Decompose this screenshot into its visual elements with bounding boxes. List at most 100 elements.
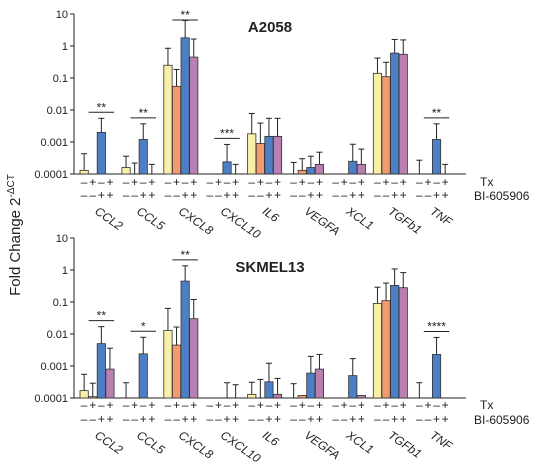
- tx-sign: +: [232, 398, 239, 412]
- category-label-il6: IL6: [260, 204, 282, 225]
- y-axis-label: Fold Change 2-ΔCT: [6, 174, 24, 296]
- y-axis-label-superscript: -ΔCT: [6, 174, 17, 197]
- bi-sign: +: [391, 188, 398, 202]
- bi-sign: +: [442, 412, 449, 426]
- bi-sign: –: [248, 412, 255, 426]
- category-label-xcl1: XCL1: [343, 427, 376, 456]
- bar-tgfb1-2: [390, 52, 400, 175]
- tx-sign: –: [374, 175, 381, 189]
- tx-sign: +: [383, 398, 390, 412]
- tx-sign: –: [182, 175, 189, 189]
- bar-cxcl8-0: [163, 64, 173, 175]
- bar-tgfb1-2: [390, 285, 400, 399]
- bar-vegfa-3: [314, 368, 324, 399]
- bar-ccl2-0: [79, 390, 89, 399]
- bi-sign: +: [232, 188, 239, 202]
- y-tick-label: 0.1: [53, 73, 68, 85]
- y-tick-label: 0.1: [53, 297, 68, 309]
- bar-il6-3: [272, 135, 283, 175]
- bi-sign: +: [442, 188, 449, 202]
- significance-label: **: [432, 106, 442, 120]
- significance-label: ***: [220, 126, 234, 140]
- bi-sign: +: [140, 412, 147, 426]
- bar-tgfb1-3: [398, 53, 408, 175]
- bar-cxcl8-0: [163, 329, 173, 399]
- bi-sign: +: [358, 188, 365, 202]
- bi-sign: +: [358, 412, 365, 426]
- bi-sign: –: [257, 188, 264, 202]
- tx-sign: +: [383, 175, 390, 189]
- tx-sign: –: [98, 398, 105, 412]
- bar-ccl5-2: [138, 139, 148, 175]
- tx-sign: –: [182, 398, 189, 412]
- tx-sign: –: [224, 175, 231, 189]
- bi-sign: +: [224, 412, 231, 426]
- tx-sign: +: [148, 175, 155, 189]
- tx-sign: –: [290, 175, 297, 189]
- tx-sign: –: [207, 398, 214, 412]
- tx-sign: –: [433, 398, 440, 412]
- category-label-cxcl8: CXCL8: [176, 428, 216, 462]
- bi-sign: –: [131, 188, 138, 202]
- bi-sign: –: [173, 412, 180, 426]
- tx-sign: –: [123, 175, 130, 189]
- significance-label: **: [97, 309, 107, 323]
- bi-sign: –: [81, 188, 88, 202]
- tx-sign: –: [374, 398, 381, 412]
- bar-cxcl8-1: [171, 344, 182, 399]
- bi-sign: +: [106, 188, 113, 202]
- bar-vegfa-2: [306, 167, 316, 175]
- bar-cxcl8-3: [189, 318, 199, 399]
- tx-sign: +: [341, 175, 348, 189]
- tx-sign: +: [173, 398, 180, 412]
- tx-sign: –: [224, 398, 231, 412]
- bi-sign: +: [400, 188, 407, 202]
- bar-vegfa-1: [297, 169, 307, 175]
- bi-sign: +: [274, 188, 281, 202]
- significance-label: **: [139, 106, 149, 120]
- significance-label: **: [180, 248, 190, 262]
- bi-sign: –: [416, 412, 423, 426]
- tx-sign: –: [332, 398, 339, 412]
- tx-sign: +: [148, 398, 155, 412]
- category-label-cxcl10: CXCL10: [218, 428, 263, 466]
- bi-sign: +: [316, 412, 323, 426]
- tx-sign: +: [89, 175, 96, 189]
- bar-ccl2-3: [105, 368, 115, 399]
- y-tick-label: 1: [62, 265, 68, 277]
- y-tick-label: 0.0001: [34, 393, 68, 405]
- tx-sign: –: [308, 175, 315, 189]
- bi-sign: –: [207, 412, 214, 426]
- significance-label: *: [141, 319, 146, 333]
- bi-sign: –: [215, 188, 222, 202]
- y-axis-label-main: Fold Change 2: [7, 197, 24, 295]
- tx-sign: +: [400, 398, 407, 412]
- significance-label: **: [97, 100, 107, 114]
- bi-sign: +: [148, 412, 155, 426]
- bar-tgfb1-1: [381, 76, 391, 175]
- bar-tnf-2: [431, 139, 442, 175]
- bi-sign: –: [81, 412, 88, 426]
- tx-sign: –: [308, 398, 315, 412]
- category-label-cxcl10: CXCL10: [218, 204, 263, 242]
- bar-tgfb1-0: [372, 72, 382, 175]
- y-tick-label: 0.01: [47, 329, 68, 341]
- bar-ccl5-2: [138, 353, 148, 399]
- tx-sign: –: [266, 175, 273, 189]
- bi-sign: –: [89, 188, 96, 202]
- bi-sign: +: [140, 188, 147, 202]
- bi-sign: –: [299, 188, 306, 202]
- tx-sign: +: [358, 175, 365, 189]
- row-label-tx: Tx: [480, 175, 493, 189]
- bi-sign: –: [299, 412, 306, 426]
- tx-sign: –: [81, 398, 88, 412]
- tx-sign: –: [165, 398, 172, 412]
- bi-sign: –: [89, 412, 96, 426]
- bi-sign: –: [332, 412, 339, 426]
- bi-sign: +: [182, 188, 189, 202]
- tx-sign: +: [299, 175, 306, 189]
- y-tick-label: 10: [56, 233, 68, 245]
- tx-sign: –: [266, 398, 273, 412]
